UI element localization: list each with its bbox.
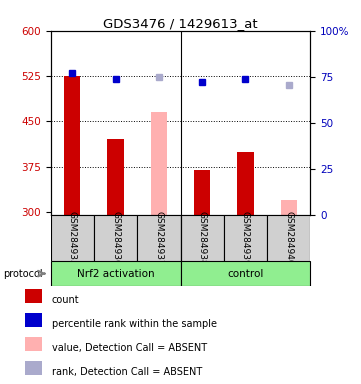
Bar (224, 215, 267, 261)
Bar (51, 261, 180, 286)
Text: percentile rank within the sample: percentile rank within the sample (52, 319, 217, 329)
Bar (237, 152, 254, 215)
Bar (180, 215, 224, 261)
Text: count: count (52, 295, 79, 305)
Text: GSM284938: GSM284938 (198, 211, 206, 265)
Bar (280, 200, 297, 215)
Bar (137, 215, 180, 261)
Text: GSM284936: GSM284936 (111, 211, 120, 265)
Bar (51, 215, 94, 261)
Text: GSM284939: GSM284939 (241, 211, 250, 265)
Text: GSM284940: GSM284940 (284, 211, 293, 265)
Text: Nrf2 activation: Nrf2 activation (77, 268, 155, 279)
Bar (107, 139, 124, 215)
Bar (64, 76, 81, 215)
Text: GSM284935: GSM284935 (68, 211, 77, 265)
Bar (25, 290, 42, 303)
Bar (180, 261, 310, 286)
Bar (25, 313, 42, 327)
Text: value, Detection Call = ABSENT: value, Detection Call = ABSENT (52, 343, 207, 353)
Bar (94, 215, 137, 261)
Text: GSM284937: GSM284937 (155, 211, 163, 265)
Text: rank, Detection Call = ABSENT: rank, Detection Call = ABSENT (52, 367, 202, 377)
Title: GDS3476 / 1429613_at: GDS3476 / 1429613_at (103, 17, 258, 30)
Bar (25, 361, 42, 375)
Bar (267, 215, 310, 261)
Bar (194, 170, 210, 215)
Text: protocol: protocol (4, 268, 43, 279)
Text: control: control (227, 268, 264, 279)
Bar (25, 338, 42, 351)
Bar (151, 112, 167, 215)
